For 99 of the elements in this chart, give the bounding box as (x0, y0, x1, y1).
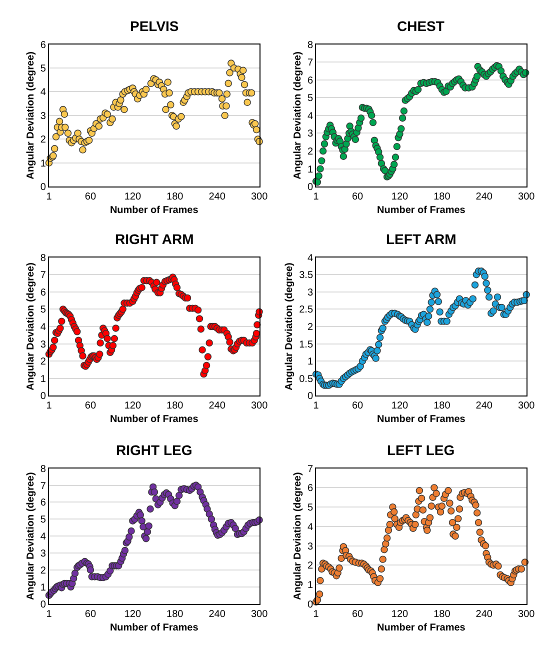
x-tick-label: 180 (166, 400, 184, 412)
y-tick-label: 6 (40, 287, 46, 298)
chart-title: RIGHT LEG (116, 442, 192, 458)
y-tick-label: 8 (40, 464, 46, 475)
x-tick-label: 60 (352, 192, 364, 203)
y-tick-label: 0 (307, 182, 314, 194)
y-tick-label: 5 (307, 502, 314, 514)
y-tick-label: 7 (307, 58, 314, 69)
y-tick-label: 7 (307, 464, 314, 475)
y-tick-label: 0 (40, 391, 46, 402)
y-tick-label: 6 (40, 498, 46, 509)
y-tick-label: 5 (40, 63, 46, 74)
x-tick-label: 60 (352, 608, 364, 620)
x-tick-label: 120 (391, 192, 409, 203)
chart-title: RIGHT ARM (115, 231, 194, 247)
x-axis-title: Number of Frames (377, 414, 466, 426)
x-tick-label: 240 (476, 192, 493, 203)
x-axis-title: Number of Frames (110, 205, 199, 216)
chart-title: PELVIS (130, 18, 179, 34)
x-tick-label: 300 (518, 608, 536, 620)
y-tick-label: 4 (307, 252, 314, 264)
x-tick-label: 240 (476, 608, 493, 620)
y-tick-label: 2 (40, 134, 46, 146)
x-tick-label: 300 (250, 400, 268, 412)
x-tick-label: 180 (434, 608, 451, 620)
y-tick-label: 2 (40, 356, 46, 368)
x-tick-label: 180 (434, 400, 451, 412)
x-tick-label: 180 (434, 192, 451, 203)
chart-title: LEFT LEG (387, 442, 455, 458)
y-tick-label: 1 (40, 582, 46, 594)
y-tick-label: 3 (307, 128, 314, 140)
y-tick-label: 5 (307, 93, 314, 104)
y-tick-label: 4 (40, 87, 46, 98)
y-tick-label: 6 (307, 483, 314, 494)
y-tick-label: 0.5 (299, 374, 314, 385)
y-axis-title: Angular Deviation (degree) (292, 472, 304, 600)
y-tick-label: 1 (40, 374, 46, 385)
chart-title: CHEST (397, 18, 445, 34)
x-tick-label: 120 (124, 608, 142, 620)
y-tick-label: 4 (307, 522, 314, 533)
y-tick-label: 0 (40, 599, 46, 610)
y-tick-label: 4 (40, 322, 46, 333)
y-tick-label: 0 (40, 182, 46, 194)
y-tick-label: 4 (40, 532, 46, 543)
y-axis-title: Angular Deviation (degree) (292, 52, 304, 180)
y-tick-label: 2 (307, 146, 314, 158)
x-tick-label: 120 (391, 400, 409, 412)
y-axis-title: Angular Deviation (degree) (25, 472, 36, 600)
y-tick-label: 7 (40, 480, 46, 492)
x-tick-label: 240 (208, 608, 226, 620)
y-tick-label: 3.5 (299, 270, 314, 282)
x-tick-label: 300 (250, 192, 268, 203)
y-tick-label: 1 (40, 158, 46, 170)
y-tick-label: 0 (307, 391, 314, 402)
y-tick-label: 8 (307, 40, 314, 51)
x-tick-label: 60 (84, 608, 96, 620)
y-tick-label: 3 (307, 541, 314, 552)
y-tick-label: 0 (307, 599, 314, 610)
x-tick-label: 240 (476, 400, 493, 412)
y-tick-label: 5 (40, 304, 46, 316)
y-tick-label: 5 (40, 514, 46, 526)
x-tick-label: 180 (166, 192, 184, 203)
y-tick-label: 6 (307, 75, 314, 86)
y-axis-title: Angular Deviation (degree) (284, 262, 296, 390)
x-axis-title: Number of Frames (110, 622, 199, 634)
x-axis-title: Number of Frames (377, 205, 466, 216)
y-tick-label: 7 (40, 270, 46, 282)
x-tick-label: 120 (391, 608, 409, 620)
x-axis-title: Number of Frames (110, 414, 199, 426)
x-tick-label: 120 (124, 192, 142, 203)
x-tick-label: 300 (518, 192, 536, 203)
x-tick-label: 300 (518, 400, 536, 412)
y-tick-label: 3 (40, 548, 46, 560)
y-tick-label: 1 (307, 356, 314, 368)
x-tick-label: 180 (166, 608, 184, 620)
y-tick-label: 3 (40, 110, 46, 122)
y-tick-label: 8 (40, 252, 46, 264)
y-tick-label: 4 (307, 110, 314, 122)
y-axis-title: Angular Deviation (degree) (25, 262, 36, 390)
x-axis-title: Number of Frames (377, 622, 466, 634)
y-tick-label: 2.5 (299, 304, 314, 316)
y-tick-label: 2 (307, 560, 314, 572)
x-tick-label: 60 (84, 192, 96, 203)
y-tick-label: 1 (307, 164, 314, 176)
y-axis-title: Angular Deviation (degree) (25, 52, 36, 180)
chart-title: LEFT ARM (386, 231, 456, 247)
x-tick-label: 120 (124, 400, 142, 412)
y-tick-label: 2 (40, 565, 46, 576)
x-tick-label: 300 (250, 608, 268, 620)
x-tick-label: 60 (352, 400, 364, 412)
y-tick-label: 1.5 (299, 339, 314, 350)
x-tick-label: 240 (208, 400, 226, 412)
x-tick-label: 60 (84, 400, 96, 412)
y-tick-label: 6 (40, 40, 46, 51)
y-tick-label: 3 (40, 339, 46, 350)
y-tick-label: 2 (307, 322, 314, 333)
y-tick-label: 3 (307, 287, 314, 298)
x-tick-label: 240 (208, 192, 226, 203)
y-tick-label: 1 (307, 580, 314, 591)
